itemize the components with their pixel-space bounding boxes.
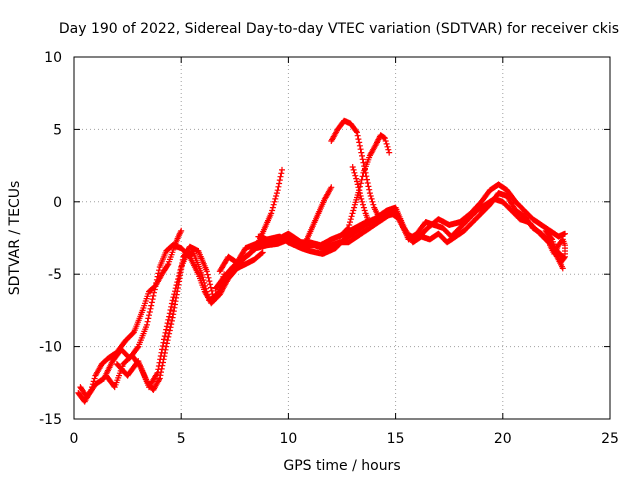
x-tick-label: 5 bbox=[177, 431, 186, 447]
y-tick-label: 5 bbox=[53, 122, 62, 138]
data-point-markers bbox=[113, 249, 228, 391]
x-axis-label: GPS time / hours bbox=[283, 458, 400, 474]
series-track-10 bbox=[328, 117, 382, 220]
plot-frame bbox=[73, 56, 611, 420]
y-tick-labels: -15 -10 -5 0 5 10 bbox=[39, 50, 62, 428]
data-point-markers bbox=[255, 190, 566, 272]
series-track-9 bbox=[302, 184, 335, 246]
chart-title: Day 190 of 2022, Sidereal Day-to-day VTE… bbox=[59, 21, 619, 37]
y-axis-label: SDTVAR / TECUs bbox=[7, 181, 23, 296]
x-tick-label: 25 bbox=[601, 431, 619, 447]
series-track-13 bbox=[542, 227, 568, 266]
data-point-markers bbox=[336, 132, 393, 240]
data-point-markers bbox=[349, 164, 373, 228]
x-tick-label: 15 bbox=[387, 431, 405, 447]
data-point-markers bbox=[328, 117, 382, 220]
y-tick-label: -15 bbox=[39, 412, 62, 428]
y-tick-label: 0 bbox=[53, 195, 62, 211]
x-tick-label: 20 bbox=[494, 431, 512, 447]
x-tick-label: 10 bbox=[279, 431, 297, 447]
data-point-markers bbox=[302, 184, 335, 246]
series-track-4 bbox=[113, 249, 228, 391]
x-tick-label: 0 bbox=[70, 431, 79, 447]
axis-ticks bbox=[73, 56, 611, 420]
y-tick-label: -10 bbox=[39, 340, 62, 356]
y-tick-label: 10 bbox=[44, 50, 62, 66]
y-tick-label: -5 bbox=[48, 267, 62, 283]
series-track-7 bbox=[255, 190, 566, 272]
series-track-11 bbox=[336, 132, 393, 240]
series-track-12 bbox=[349, 164, 373, 228]
data-series bbox=[75, 117, 568, 405]
data-point-markers bbox=[542, 227, 568, 266]
x-tick-labels: 0 5 10 15 20 25 bbox=[70, 431, 619, 447]
